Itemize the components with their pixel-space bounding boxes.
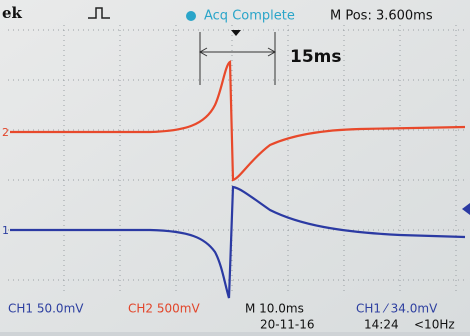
date: 20-11-16	[260, 318, 314, 332]
ch2-scale: CH2 500mV	[128, 302, 200, 316]
annotation: 15ms	[290, 47, 342, 67]
scope-screen: ek Acq Complete M Pos: 3.600ms 15ms 2 1 …	[0, 0, 470, 332]
ch1-scale: CH1 50.0mV	[8, 302, 84, 316]
brand: ek	[2, 4, 23, 22]
status: Acq Complete	[204, 9, 295, 24]
timebase: M 10.0ms	[245, 302, 304, 316]
filter: <10Hz	[414, 318, 455, 332]
status-dot	[186, 11, 196, 21]
trigger: CH1 ⁄ 34.0mV	[356, 302, 438, 316]
ch2-marker: 2	[2, 126, 9, 139]
ch1-marker: 1	[2, 224, 9, 237]
position: M Pos: 3.600ms	[330, 9, 433, 24]
time: 14:24	[364, 318, 399, 332]
